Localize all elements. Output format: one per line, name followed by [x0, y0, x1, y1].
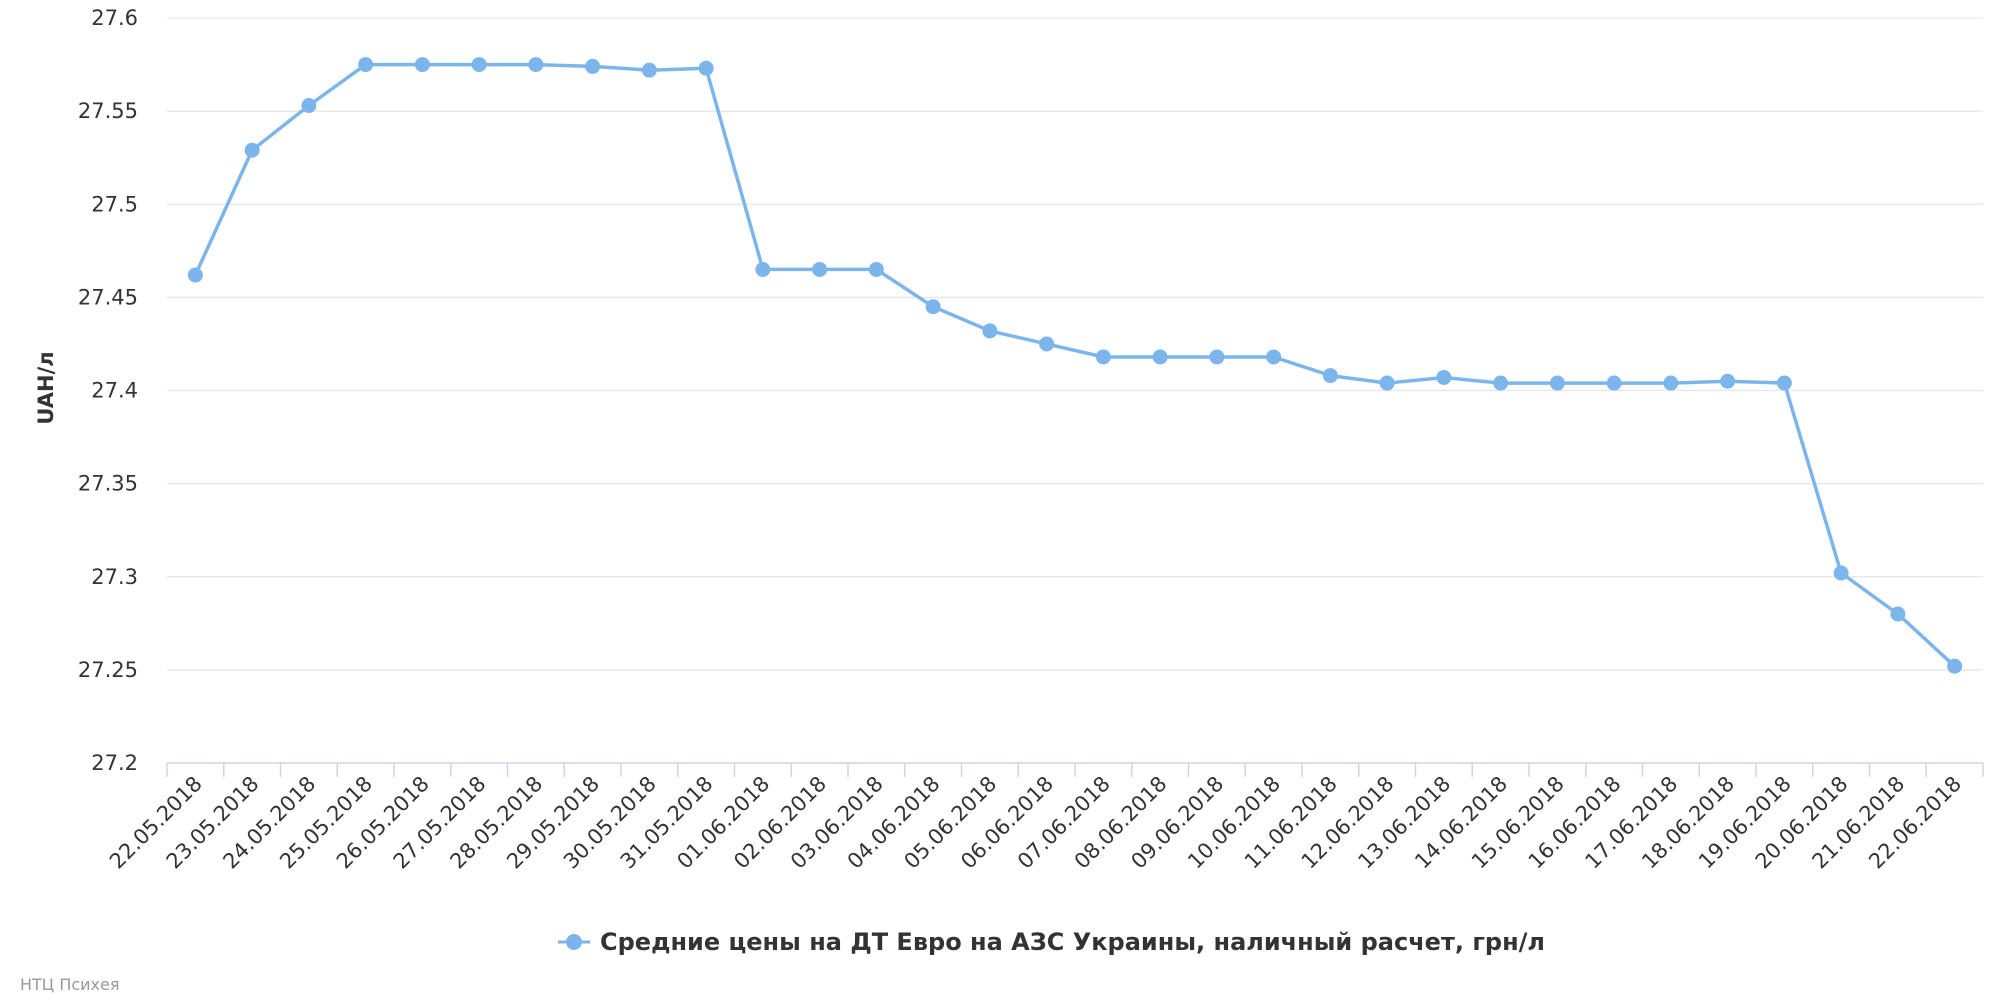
series-line [193, 62, 1957, 668]
y-tick-label: 27.3 [91, 565, 138, 589]
data-point [1379, 375, 1395, 391]
series-group [187, 57, 1963, 674]
data-point [1322, 368, 1338, 384]
data-point [925, 299, 941, 315]
legend[interactable]: Средние цены на ДТ Евро на АЗС Украины, … [558, 928, 1545, 956]
data-point [1606, 375, 1622, 391]
data-point [1095, 349, 1111, 365]
y-tick-label: 27.5 [91, 192, 138, 216]
y-axis-label: UAH/л [34, 351, 58, 424]
data-point [1039, 336, 1055, 352]
data-point [528, 57, 544, 73]
data-point [1947, 658, 1963, 674]
legend-symbol-marker[interactable] [566, 934, 582, 950]
data-point [641, 62, 657, 78]
data-point [1549, 375, 1565, 391]
data-point [1436, 369, 1452, 385]
credit-text[interactable]: НТЦ Психея [20, 975, 119, 994]
y-tick-label: 27.45 [78, 285, 138, 309]
y-tick-label: 27.55 [78, 99, 138, 123]
data-point [1493, 375, 1509, 391]
y-tick-label: 27.2 [91, 751, 138, 775]
data-point [1833, 565, 1849, 581]
data-point [187, 267, 203, 283]
y-tick-label: 27.35 [78, 472, 138, 496]
data-point [414, 57, 430, 73]
data-point [868, 261, 884, 277]
y-tick-label: 27.4 [91, 379, 138, 403]
data-point [1890, 606, 1906, 622]
data-point [244, 142, 260, 158]
y-axis: 27.6 27.55 27.5 27.45 27.4 27.35 27.3 27.25 27.2 [78, 6, 138, 775]
data-point [698, 60, 714, 76]
data-point [1152, 349, 1168, 365]
data-point [301, 98, 317, 114]
data-point [1776, 375, 1792, 391]
data-point [1209, 349, 1225, 365]
data-point [812, 261, 828, 277]
x-axis: 22.05.201823.05.201824.05.201825.05.2018… [105, 762, 1984, 874]
data-point [1720, 373, 1736, 389]
data-point [471, 57, 487, 73]
data-point [358, 57, 374, 73]
y-tick-label: 27.25 [78, 658, 138, 682]
data-point [1663, 375, 1679, 391]
y-tick-label: 27.6 [91, 6, 138, 30]
data-point [585, 58, 601, 74]
data-point [1266, 349, 1282, 365]
grid-lines [167, 17, 1983, 671]
data-point [755, 261, 771, 277]
legend-series-name[interactable]: Средние цены на ДТ Евро на АЗС Украины, … [600, 928, 1545, 956]
data-point [982, 323, 998, 339]
